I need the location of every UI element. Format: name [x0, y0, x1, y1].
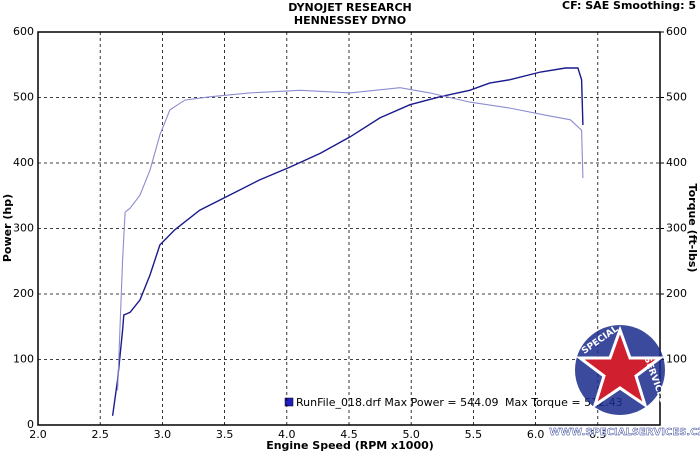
legend-file: RunFile_018.drf Max Power = 544.09	[296, 396, 499, 409]
x-axis-label: Engine Speed (RPM x1000)	[266, 439, 434, 452]
x-tick-label: 6.0	[527, 428, 545, 441]
chart-title: DYNOJET RESEARCH	[288, 1, 411, 14]
legend-swatch	[284, 397, 294, 407]
watermark-logo: SPECIAL SERVICES	[575, 324, 668, 415]
logo-star	[575, 325, 665, 409]
x-tick-label: 6.5	[589, 428, 607, 441]
y2-tick-label: 300	[666, 222, 687, 235]
y2-tick-label: 500	[666, 91, 687, 104]
y-tick-label: 100	[13, 353, 34, 366]
y-tick-label: 500	[13, 91, 34, 104]
y-tick-label: 600	[13, 25, 34, 38]
x-tick-label: 5.5	[465, 428, 483, 441]
y-tick-label: 0	[27, 418, 34, 431]
chart-subtitle: HENNESSEY DYNO	[294, 14, 406, 27]
series-line	[111, 67, 584, 416]
x-tick-label: 4.0	[278, 428, 296, 441]
y2-tick-label: 600	[666, 25, 687, 38]
series-line	[117, 87, 584, 391]
watermark-url: WWW.SPECIALSERVICES.CZ	[549, 427, 700, 438]
y2-tick-label: 400	[666, 156, 687, 169]
y-tick-label: 300	[13, 222, 34, 235]
x-tick-label: 4.5	[340, 428, 358, 441]
x-tick-label: 2.5	[91, 428, 109, 441]
x-tick-label: 3.0	[154, 428, 172, 441]
y-tick-label: 200	[13, 287, 34, 300]
y2-tick-label: 200	[666, 287, 687, 300]
x-tick-label: 5.0	[402, 428, 420, 441]
settings-label: CF: SAE Smoothing: 5	[562, 0, 696, 12]
y-tick-label: 400	[13, 156, 34, 169]
y2-tick-label: 100	[666, 353, 687, 366]
x-tick-label: 2.0	[29, 428, 47, 441]
x-tick-label: 3.5	[216, 428, 234, 441]
y2-axis-label: Torque (ft-lbs)	[686, 184, 699, 273]
y-axis-label: Power (hp)	[1, 194, 14, 262]
